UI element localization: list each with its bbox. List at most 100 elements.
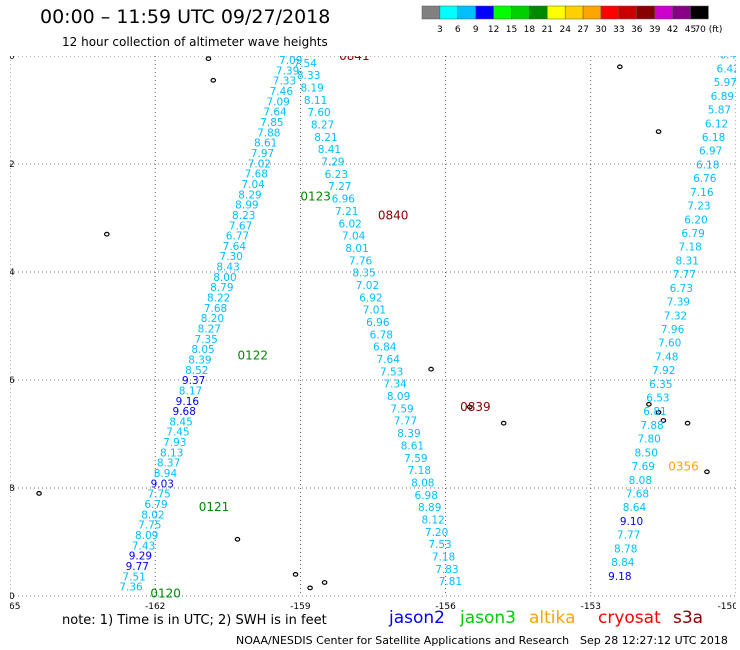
legend-label: 33 xyxy=(613,25,624,35)
wave-height-label: 8.41 xyxy=(318,144,341,156)
island-outline xyxy=(646,401,652,407)
wave-height-label: 6.73 xyxy=(670,283,693,295)
wave-height-label: 7.83 xyxy=(435,564,458,576)
satellite-jason2: jason2 xyxy=(389,608,445,628)
wave-height-label: 7.36 xyxy=(119,582,143,594)
island-outline xyxy=(36,491,42,496)
wave-height-map: -165 -162 -159 -156 -153 -150 -10 -12 -14 -16 -18 -… xyxy=(10,56,736,612)
wave-height-label: 6.53 xyxy=(646,393,669,405)
wave-height-label: 7.33 xyxy=(273,76,296,88)
wave-height-label: 8.17 xyxy=(179,385,202,397)
wave-height-label: 7.69 xyxy=(632,461,655,473)
lon-tick-label: -153 xyxy=(581,602,601,612)
satellite-altika: altika xyxy=(529,608,576,628)
wave-height-label: 6.12 xyxy=(705,118,728,130)
wave-height-label: 6.84 xyxy=(373,342,397,354)
wave-height-label: 9.16 xyxy=(176,396,200,408)
wave-height-label: 7.35 xyxy=(194,334,217,346)
wave-height-label: 7.46 xyxy=(270,86,294,98)
wave-height-label: 6.77 xyxy=(226,231,249,243)
wave-height-label: 7.93 xyxy=(163,437,186,449)
legend-swatch xyxy=(529,5,548,20)
wave-height-label: 9.29 xyxy=(129,551,152,563)
wave-height-label: 8.12 xyxy=(421,514,444,526)
wave-height-label: 7.59 xyxy=(404,453,427,465)
wave-height-label: 7.59 xyxy=(390,403,413,415)
legend-label: 18 xyxy=(524,25,536,35)
lat-tick-label: -20 xyxy=(10,592,15,602)
island-outline xyxy=(292,572,299,577)
wave-height-label: 7.60 xyxy=(658,338,681,350)
units-note: note: 1) Time is in UTC; 2) SWH is in fe… xyxy=(62,613,327,628)
wave-height-label: 7.64 xyxy=(377,354,401,366)
legend-label: 30 xyxy=(595,25,607,35)
pass-time-label: 0840 xyxy=(378,208,409,222)
lat-tick-label: -14 xyxy=(10,268,15,278)
lon-tick-label: -165 xyxy=(10,602,20,612)
legend-swatch xyxy=(690,5,709,20)
wave-height-label: 7.09 xyxy=(279,56,302,67)
wave-height-label: 5.87 xyxy=(708,105,731,117)
wave-height-label: 7.53 xyxy=(380,366,403,378)
wave-height-label: 7.88 xyxy=(257,127,280,139)
wave-height-label: 8.00 xyxy=(213,272,236,284)
page-subtitle: 12 hour collection of altimeter wave hei… xyxy=(62,35,328,49)
wave-height-label: 7.30 xyxy=(220,251,243,263)
wave-height-label: 8.09 xyxy=(387,391,410,403)
wave-height-label: 7.92 xyxy=(652,365,675,377)
wave-height-label: 8.02 xyxy=(141,509,164,521)
wave-height-label: 6.18 xyxy=(696,159,719,171)
wave-height-label: 8.20 xyxy=(201,313,224,325)
wave-height-label: 6.96 xyxy=(332,194,356,206)
wave-height-label: 9.68 xyxy=(173,406,196,418)
legend-swatch xyxy=(672,5,691,20)
wave-height-label: 7.77 xyxy=(617,530,640,542)
legend-label: 39 xyxy=(649,25,661,35)
wave-height-label: 6.78 xyxy=(370,329,393,341)
wave-height-label: 7.60 xyxy=(307,107,330,119)
wave-height-label: 7.67 xyxy=(229,220,252,232)
wave-height-label: 7.76 xyxy=(349,255,373,267)
wave-height-label: 7.75 xyxy=(138,520,161,532)
wave-height-label: 8.45 xyxy=(169,416,192,428)
island-outline xyxy=(466,404,473,410)
pass-time-label: 0123 xyxy=(300,189,331,203)
island-outline xyxy=(617,64,623,70)
legend-swatch xyxy=(547,5,566,20)
pass-time-label: 0841 xyxy=(339,56,370,63)
wave-height-label: 6.20 xyxy=(684,214,707,226)
wave-height-label: 6.76 xyxy=(693,173,717,185)
generated-timestamp: Sep 28 12:27:12 UTC 2018 xyxy=(580,634,728,647)
wave-height-label: 7.53 xyxy=(428,539,451,551)
wave-height-label: 6.18 xyxy=(702,132,725,144)
satellite-s3a: s3a xyxy=(673,608,704,628)
legend-swatch xyxy=(582,5,602,20)
legend-label: 12 xyxy=(488,25,499,35)
wave-height-label: 8.05 xyxy=(191,344,214,356)
wave-height-label: 6.96 xyxy=(366,317,390,329)
island-outline xyxy=(321,580,328,585)
legend-label: 24 xyxy=(559,25,571,35)
wave-height-label: 9.10 xyxy=(620,516,643,528)
wave-height-label: 7.77 xyxy=(673,269,696,281)
wave-height-label: 9.37 xyxy=(182,375,205,387)
wave-height-label: 6.79 xyxy=(681,228,704,240)
wave-height-label: 8.35 xyxy=(352,268,375,280)
wave-height-label: 7.18 xyxy=(408,465,431,477)
island-outline xyxy=(655,129,662,134)
wave-height-label: 8.84 xyxy=(611,557,635,569)
island-outline xyxy=(205,56,212,62)
wave-height-label: 7.77 xyxy=(394,416,417,428)
wave-height-label: 5.97 xyxy=(714,77,736,89)
wave-height-label: 6.81 xyxy=(643,406,666,418)
credit-line: NOAA/NESDIS Center for Satellite Applica… xyxy=(236,634,570,647)
wave-height-label: 8.79 xyxy=(210,282,233,294)
wave-height-label: 7.18 xyxy=(678,242,701,254)
wave-height-label: 7.39 xyxy=(276,65,299,77)
pass-time-label: 0121 xyxy=(199,500,230,514)
wave-height-label: 7.51 xyxy=(122,571,145,583)
wave-height-label: 8.43 xyxy=(216,262,239,274)
wave-height-label: 8.01 xyxy=(345,243,368,255)
wave-height-label: 7.68 xyxy=(204,303,227,315)
